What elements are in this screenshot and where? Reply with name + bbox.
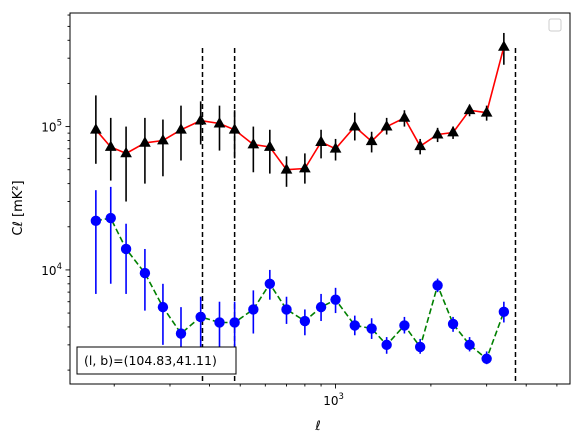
marker-1-16 xyxy=(366,323,377,334)
marker-0-17 xyxy=(380,120,393,131)
marker-0-22 xyxy=(463,103,476,115)
plot-area xyxy=(90,32,517,384)
marker-1-11 xyxy=(281,304,292,315)
marker-0-1 xyxy=(104,140,117,151)
y-tick-label-0: 104 xyxy=(41,262,62,278)
marker-0-7 xyxy=(213,117,226,128)
marker-1-1 xyxy=(105,212,116,224)
marker-0-6 xyxy=(194,114,207,125)
marker-0-4 xyxy=(157,133,169,145)
marker-1-12 xyxy=(299,315,311,327)
marker-1-17 xyxy=(381,339,392,351)
marker-0-11 xyxy=(280,163,293,174)
marker-1-10 xyxy=(264,278,276,290)
marker-0-2 xyxy=(120,146,132,158)
marker-0-10 xyxy=(263,140,276,151)
ticks: 103 104 105 xyxy=(41,14,558,408)
marker-0-14 xyxy=(329,142,342,153)
marker-0-8 xyxy=(228,123,241,134)
series-0 xyxy=(90,32,510,202)
marker-1-13 xyxy=(315,301,327,313)
marker-0-13 xyxy=(315,135,327,146)
axes-frame xyxy=(69,12,571,385)
marker-0-20 xyxy=(431,128,444,139)
marker-1-19 xyxy=(414,341,426,353)
y-axis-label: Cℓ [mK²] xyxy=(11,180,26,235)
marker-1-14 xyxy=(330,294,341,305)
plot-inner xyxy=(90,32,517,384)
legend xyxy=(548,18,562,32)
y-tick-label-1: 105 xyxy=(41,119,62,135)
marker-1-4 xyxy=(157,301,169,313)
marker-0-21 xyxy=(447,125,459,137)
marker-1-22 xyxy=(464,339,475,351)
marker-1-6 xyxy=(195,311,206,323)
marker-1-7 xyxy=(214,317,225,328)
marker-0-9 xyxy=(247,137,260,149)
marker-1-9 xyxy=(248,304,259,315)
marker-1-20 xyxy=(432,280,443,291)
annotation-frame xyxy=(76,346,237,375)
annotation-text: (l, b)=(104.83,41.11) xyxy=(84,353,217,368)
marker-0-3 xyxy=(139,136,151,147)
marker-1-23 xyxy=(481,353,492,364)
marker-1-2 xyxy=(120,243,132,255)
annotation-box: (l, b)=(104.83,41.11) xyxy=(76,346,237,375)
marker-0-5 xyxy=(175,123,187,134)
marker-1-18 xyxy=(399,320,410,331)
marker-0-0 xyxy=(90,123,102,134)
legend-box xyxy=(548,18,562,32)
marker-1-24 xyxy=(498,306,510,318)
marker-0-18 xyxy=(398,111,411,122)
series-1 xyxy=(90,186,510,371)
marker-1-3 xyxy=(139,267,151,279)
marker-0-16 xyxy=(365,134,378,146)
marker-0-15 xyxy=(348,120,361,131)
marker-0-12 xyxy=(299,161,311,173)
marker-1-0 xyxy=(90,215,102,227)
x-axis-label: ℓ xyxy=(314,419,320,434)
marker-1-15 xyxy=(349,320,360,331)
marker-1-8 xyxy=(229,317,240,328)
marker-0-19 xyxy=(414,139,427,151)
marker-1-5 xyxy=(175,328,187,339)
marker-0-24 xyxy=(498,40,510,51)
marker-1-21 xyxy=(447,318,459,330)
x-tick-label-0: 103 xyxy=(323,392,344,408)
marker-0-23 xyxy=(480,106,493,117)
